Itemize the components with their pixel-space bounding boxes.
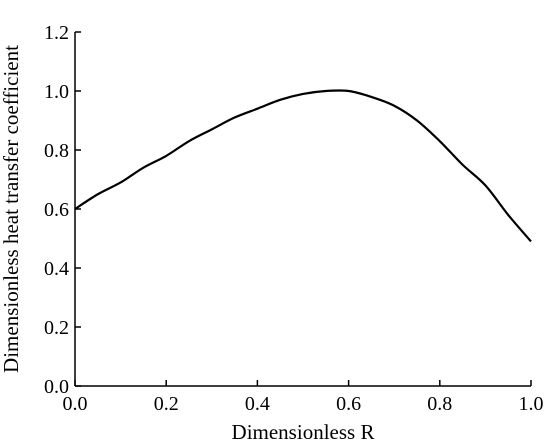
series-line [74,89,532,243]
series-layer [74,89,532,243]
x-axis-title: Dimensionless R [232,420,375,443]
y-tick-label: 1.2 [44,22,69,44]
y-tick-label: 0.0 [44,376,69,398]
x-ticks: 0.0 0.2 0.4 0.6 0.8 1.0 [63,380,544,415]
axes [74,32,531,387]
y-tick-label: 1.0 [44,81,69,103]
y-tick-label: 0.8 [44,140,69,162]
y-tick-label: 0.4 [44,258,69,280]
y-tick-label: 0.2 [44,317,69,339]
x-tick-label: 0.0 [63,393,88,415]
x-tick-label: 0.8 [427,393,452,415]
x-tick-label: 0.2 [154,393,179,415]
y-axis-title: Dimensionless heat transfer coefficient [0,45,23,373]
y-tick-label: 0.6 [44,199,69,221]
y-ticks: 0.0 0.2 0.4 0.6 0.8 1.0 1.2 [44,22,81,398]
x-tick-label: 1.0 [519,393,544,415]
x-tick-label: 0.4 [245,393,270,415]
x-tick-label: 0.6 [336,393,361,415]
